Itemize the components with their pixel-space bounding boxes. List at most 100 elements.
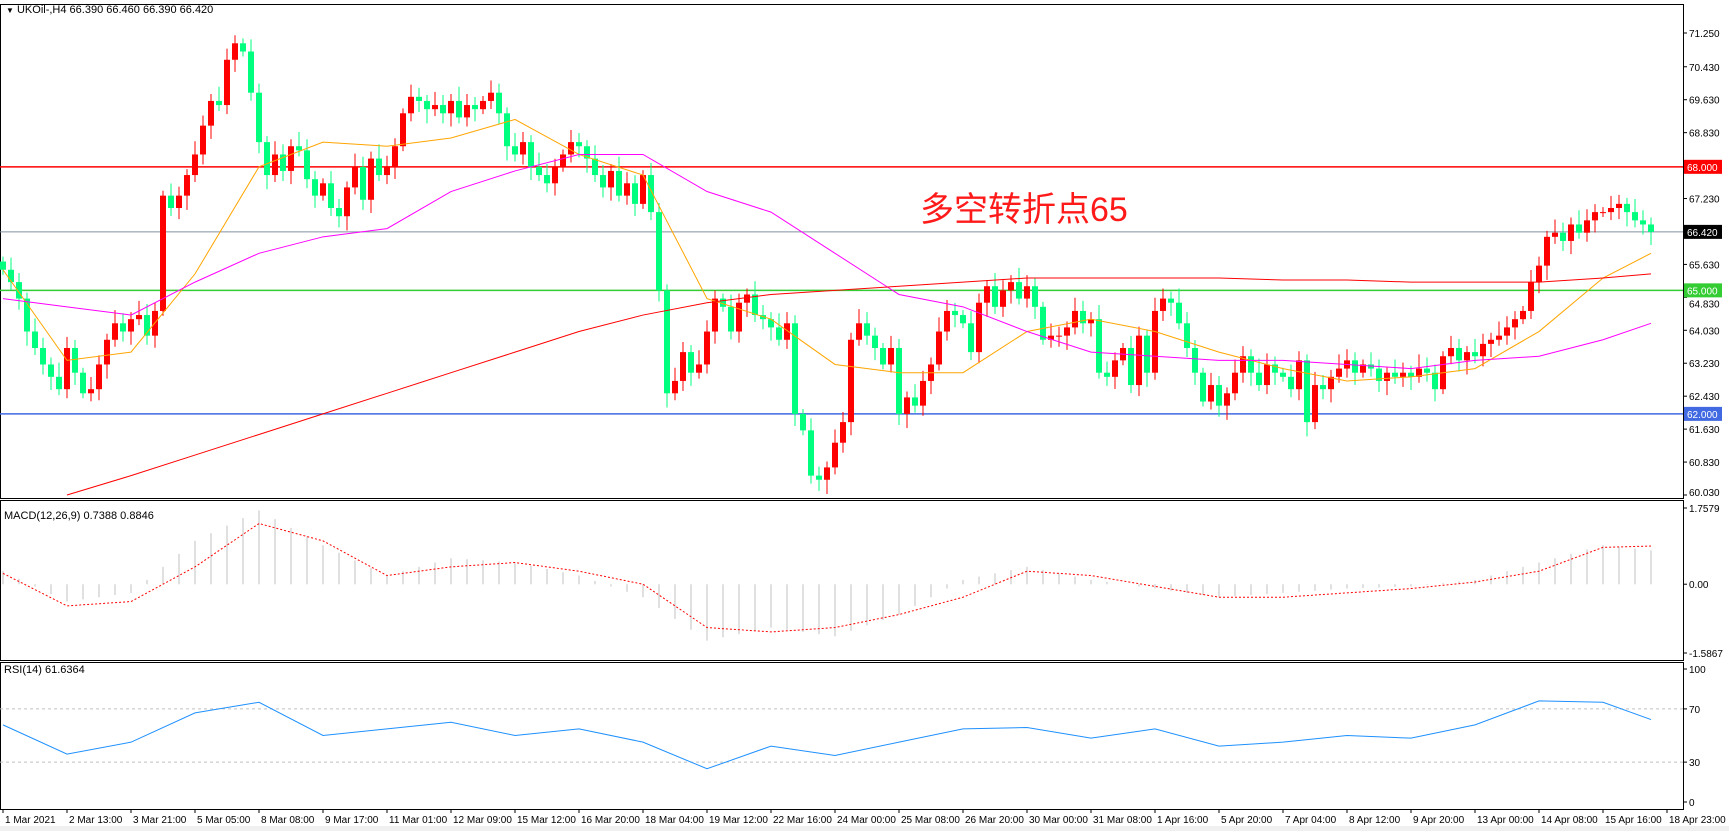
candle-body — [1496, 335, 1502, 340]
main-y-tick-label: 68.830 — [1689, 129, 1720, 140]
candle-body — [168, 195, 174, 208]
candle-body — [1400, 372, 1406, 377]
price-level-badge — [1684, 224, 1722, 239]
candle-body — [1360, 364, 1366, 373]
candle-body — [952, 310, 958, 316]
moving-average-line — [66, 273, 1652, 496]
main-y-tick-label: 62.430 — [1689, 392, 1720, 403]
candle-body — [8, 269, 14, 283]
candle-body — [280, 154, 286, 171]
candle-body — [1152, 310, 1158, 373]
candle-body — [544, 175, 550, 184]
candle-body — [1352, 360, 1358, 373]
candle-body — [248, 51, 254, 93]
candle-body — [600, 175, 606, 188]
candle-body — [504, 113, 510, 147]
main-y-tick-label: 64.030 — [1689, 326, 1720, 337]
candle-body — [1584, 220, 1590, 233]
candle-body — [624, 183, 630, 196]
rsi-y-tick-label: 70 — [1689, 705, 1701, 716]
candle-body — [1256, 372, 1262, 386]
candle-body — [840, 422, 846, 443]
triangle-down-icon[interactable]: ▼ — [6, 6, 14, 15]
candle-body — [184, 175, 190, 196]
candle-body — [832, 442, 838, 468]
candle-body — [208, 100, 214, 126]
candle-body — [1016, 282, 1022, 299]
candle-body — [1304, 360, 1310, 423]
candle-body — [1432, 372, 1438, 390]
candle-body — [1624, 203, 1630, 213]
candle-body — [664, 290, 670, 394]
candle-body — [1312, 385, 1318, 423]
candle-body — [1472, 352, 1478, 357]
candle-body — [288, 146, 294, 171]
candle-body — [472, 105, 478, 110]
x-tick-label: 11 Mar 01:00 — [389, 815, 448, 826]
price-level-badge — [1684, 159, 1722, 174]
candle-body — [480, 100, 486, 110]
x-tick-label: 5 Apr 20:00 — [1221, 815, 1273, 826]
candle-body — [32, 331, 38, 348]
candle-body — [1264, 364, 1270, 386]
candle-body — [1224, 393, 1230, 406]
candle-body — [1464, 352, 1470, 361]
x-tick-label: 18 Apr 23:00 — [1669, 815, 1726, 826]
chart-header: ▼ UKOil-,H4 66.390 66.460 66.390 66.420 — [6, 4, 213, 16]
candle-body — [784, 323, 790, 340]
candle-body — [904, 397, 910, 414]
candle-body — [1008, 282, 1014, 291]
x-tick-label: 22 Mar 16:00 — [773, 815, 832, 826]
candle-body — [1520, 310, 1526, 320]
candle-body — [176, 195, 182, 208]
candle-body — [704, 331, 710, 365]
main-y-tick-label: 69.630 — [1689, 96, 1720, 107]
candle-body — [120, 323, 126, 332]
candle-body — [1544, 236, 1550, 266]
candle-body — [72, 348, 78, 373]
candle-body — [1392, 372, 1398, 377]
candle-body — [1000, 290, 1006, 307]
candle-body — [328, 183, 334, 208]
x-tick-label: 15 Apr 16:00 — [1605, 815, 1662, 826]
candle-body — [616, 170, 622, 196]
price-level-label: 65.000 — [1687, 286, 1718, 297]
x-tick-label: 15 Mar 12:00 — [517, 815, 576, 826]
x-tick-label: 24 Mar 00:00 — [837, 815, 896, 826]
candle-body — [1488, 339, 1494, 344]
candle-body — [1368, 364, 1374, 369]
x-tick-label: 18 Mar 04:00 — [645, 815, 704, 826]
candle-body — [680, 352, 686, 381]
rsi-label: RSI(14) 61.6364 — [4, 664, 85, 676]
macd-y-tick-label: -1.5867 — [1689, 649, 1723, 660]
candle-body — [16, 282, 22, 299]
candle-body — [816, 475, 822, 480]
candle-body — [1056, 335, 1062, 337]
candle-body — [160, 195, 166, 311]
bottom-bar — [0, 826, 1729, 831]
candle-body — [1192, 348, 1198, 373]
candle-body — [1560, 232, 1566, 241]
candle-body — [1128, 348, 1134, 386]
x-tick-label: 16 Mar 20:00 — [581, 815, 640, 826]
candle-body — [744, 294, 750, 303]
main-y-tick-label: 71.250 — [1689, 29, 1720, 40]
candle-body — [576, 142, 582, 147]
candle-body — [1416, 368, 1422, 377]
candle-body — [1568, 224, 1574, 241]
price-level-label: 68.000 — [1687, 163, 1718, 174]
candle-body — [192, 154, 198, 176]
symbol-info: UKOil-,H4 66.390 66.460 66.390 66.420 — [16, 4, 214, 16]
candle-body — [896, 348, 902, 414]
candle-body — [720, 298, 726, 307]
candle-body — [56, 376, 62, 390]
candle-body — [1080, 310, 1086, 324]
x-tick-label: 31 Mar 08:00 — [1093, 815, 1152, 826]
x-tick-label: 12 Mar 09:00 — [453, 815, 512, 826]
candle-body — [136, 315, 142, 320]
x-tick-label: 14 Apr 08:00 — [1541, 815, 1598, 826]
candle-body — [40, 348, 46, 365]
rsi-line — [2, 700, 1652, 770]
candle-body — [776, 327, 782, 340]
